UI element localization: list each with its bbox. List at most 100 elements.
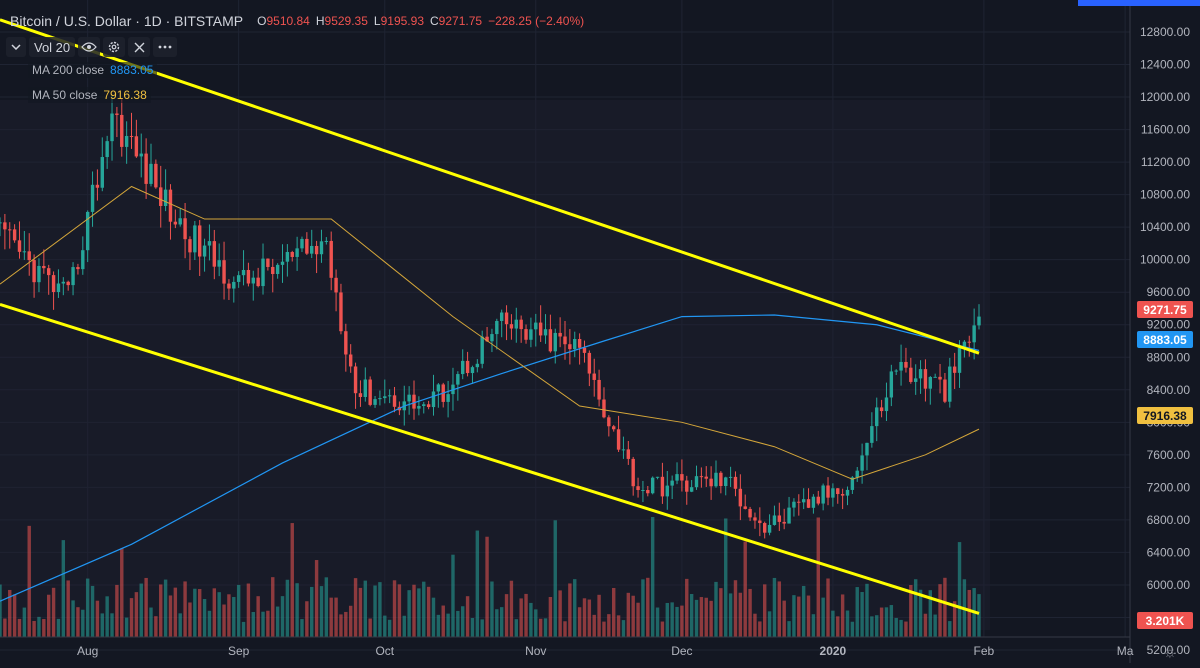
volume-bar <box>660 621 665 637</box>
ma50-legend[interactable]: MA 50 close 7916.38 <box>28 87 151 103</box>
volume-bar <box>344 611 348 637</box>
volume-bar <box>612 587 616 637</box>
volume-label[interactable]: Vol 20 <box>29 37 76 57</box>
chevron-down-icon[interactable] <box>6 37 26 57</box>
eye-icon[interactable] <box>78 37 101 57</box>
volume-bar <box>782 600 786 637</box>
volume-bar <box>855 587 859 637</box>
candle-body <box>680 474 684 481</box>
time-tick-label: Sep <box>228 644 250 658</box>
candle-body <box>909 367 913 382</box>
gear-icon[interactable]: ☼ <box>1162 644 1178 661</box>
candle-body <box>368 379 372 405</box>
time-tick-label: Nov <box>525 644 546 658</box>
candle-body <box>212 241 217 267</box>
volume-bar <box>139 583 143 637</box>
volume-bar <box>363 580 368 637</box>
candle-body <box>456 374 460 385</box>
volume-bar <box>417 588 421 637</box>
volume-bar <box>504 594 509 637</box>
candle-body <box>534 322 538 330</box>
candle-body <box>207 241 212 246</box>
candle-body <box>923 369 928 389</box>
volume-bar <box>689 594 694 637</box>
ma200-legend[interactable]: MA 200 close 8883.05 <box>28 62 158 78</box>
volume-bar <box>81 609 85 637</box>
candle-body <box>465 360 470 374</box>
channel-shade <box>0 100 990 630</box>
volume-bar <box>163 579 168 637</box>
candle-body <box>241 269 246 276</box>
last-price-tag: 9271.75 <box>1137 301 1193 318</box>
more-icon[interactable] <box>153 37 178 57</box>
volume-bar <box>241 621 246 637</box>
candle-body <box>918 369 923 379</box>
volume-bar <box>558 590 562 637</box>
candle-body <box>811 496 816 508</box>
candle-body <box>563 336 567 345</box>
candle-body <box>56 283 61 293</box>
candle-body <box>655 476 660 478</box>
volume-bar <box>928 590 933 637</box>
candle-body <box>139 153 143 157</box>
volume-bar <box>665 602 669 637</box>
candle-body <box>334 277 338 293</box>
volume-bar <box>592 614 596 637</box>
candle-body <box>61 281 66 284</box>
trendline <box>0 18 980 355</box>
price-tick-label: 7600.00 <box>1147 448 1191 462</box>
candle-body <box>938 376 942 380</box>
volume-bar <box>329 597 333 637</box>
volume-bar <box>42 619 46 637</box>
volume-bar <box>587 599 592 637</box>
candle-body <box>777 515 782 522</box>
volume-bar <box>548 596 553 637</box>
price-tick-label: 5200.00 <box>1147 643 1191 657</box>
symbol-title[interactable]: Bitcoin / U.S. Dollar · 1D · BITSTAMP <box>10 13 244 29</box>
candle-body <box>928 377 933 389</box>
volume-bar <box>154 616 158 637</box>
volume-bar <box>12 594 17 637</box>
candle-body <box>124 135 129 147</box>
candle-body <box>81 250 85 270</box>
volume-bar <box>836 616 840 637</box>
candle-body <box>967 341 971 343</box>
candle-body <box>957 348 962 373</box>
ma200-value: 8883.05 <box>110 63 154 77</box>
volume-bar <box>894 617 898 637</box>
volume-bar <box>159 584 163 637</box>
candle-body <box>850 477 855 490</box>
candle-body <box>480 336 484 364</box>
volume-bar <box>256 596 260 637</box>
volume-bar <box>373 585 377 637</box>
volume-bar <box>431 597 436 637</box>
price-tick-label: 8400.00 <box>1147 383 1191 397</box>
open-value: O9510.84 <box>257 14 310 28</box>
price-tick-label: 12000.00 <box>1140 90 1190 104</box>
volume-bar <box>37 616 41 637</box>
volume-bar <box>626 592 631 637</box>
volume-bar <box>290 523 294 637</box>
symbol-legend[interactable]: Bitcoin / U.S. Dollar · 1D · BITSTAMP O9… <box>10 10 590 32</box>
volume-bar <box>831 610 835 637</box>
volume-bar <box>568 583 572 637</box>
candle-body <box>392 395 397 407</box>
volume-bar <box>300 619 304 637</box>
volume-bar <box>826 578 830 637</box>
volume-bar <box>251 611 255 637</box>
volume-legend[interactable]: Vol 20 <box>6 36 180 58</box>
close-icon[interactable] <box>128 37 151 57</box>
candle-body <box>836 488 840 495</box>
trendline <box>0 302 980 615</box>
gear-icon[interactable] <box>103 37 126 57</box>
candle-body <box>22 251 27 253</box>
ma200-line <box>0 314 980 602</box>
candle-body <box>685 480 689 492</box>
candle-body <box>509 324 514 329</box>
volume-bar <box>938 584 942 637</box>
candle-body <box>704 476 708 479</box>
candle-body <box>344 331 348 355</box>
candle-body <box>319 241 324 255</box>
